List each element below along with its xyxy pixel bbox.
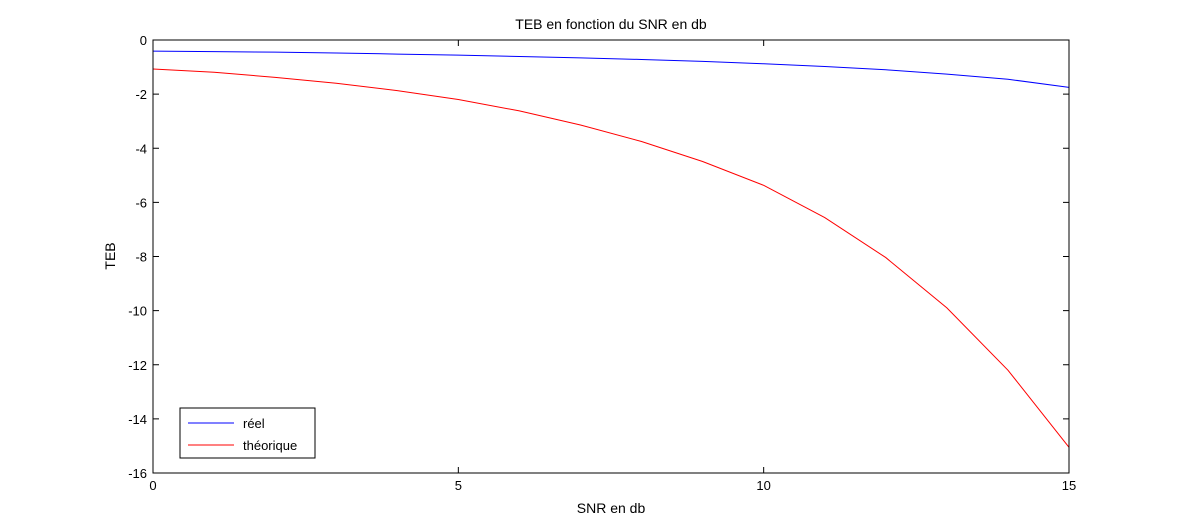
plot-area: [153, 40, 1069, 473]
y-tick-label: -6: [135, 195, 147, 210]
y-tick-label: -14: [128, 412, 147, 427]
plot-frame: [152, 39, 1070, 474]
y-tick-label: -4: [135, 141, 147, 156]
x-tick-label: 10: [756, 478, 770, 493]
x-axis-label: SNR en db: [577, 500, 646, 516]
x-tick-label: 0: [149, 478, 156, 493]
y-tick-label: -8: [135, 250, 147, 265]
y-tick-label: -16: [128, 466, 147, 481]
y-tick-label: -2: [135, 87, 147, 102]
x-tick-label: 15: [1062, 478, 1076, 493]
legend: réel théorique: [179, 407, 316, 459]
y-axis-label: TEB: [102, 242, 118, 269]
legend-label-1: théorique: [243, 438, 297, 453]
axis-ticks: 0 5 10 15 0 -2 -4 -6 -8 -10 -12 -14 -16: [128, 33, 1076, 493]
series-line-1: [152, 68, 1070, 448]
series-lines: [152, 50, 1070, 448]
y-tick-label: 0: [140, 33, 147, 48]
legend-label-0: réel: [243, 416, 265, 431]
series-line-0: [152, 50, 1070, 88]
y-tick-label: -12: [128, 358, 147, 373]
chart-title: TEB en fonction du SNR en db: [515, 16, 707, 32]
y-tick-label: -10: [128, 304, 147, 319]
x-tick-label: 5: [455, 478, 462, 493]
legend-box: [179, 407, 316, 459]
